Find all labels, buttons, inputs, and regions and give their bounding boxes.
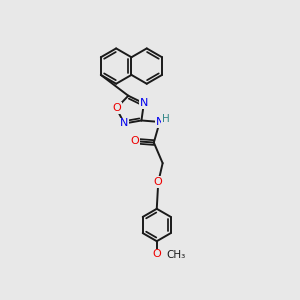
Text: H: H bbox=[162, 114, 170, 124]
Text: O: O bbox=[130, 136, 139, 146]
Text: N: N bbox=[140, 98, 148, 108]
Text: O: O bbox=[152, 249, 161, 260]
Text: N: N bbox=[155, 117, 164, 127]
Text: O: O bbox=[112, 103, 121, 113]
Text: N: N bbox=[120, 118, 129, 128]
Text: CH₃: CH₃ bbox=[166, 250, 185, 260]
Text: O: O bbox=[154, 177, 163, 187]
